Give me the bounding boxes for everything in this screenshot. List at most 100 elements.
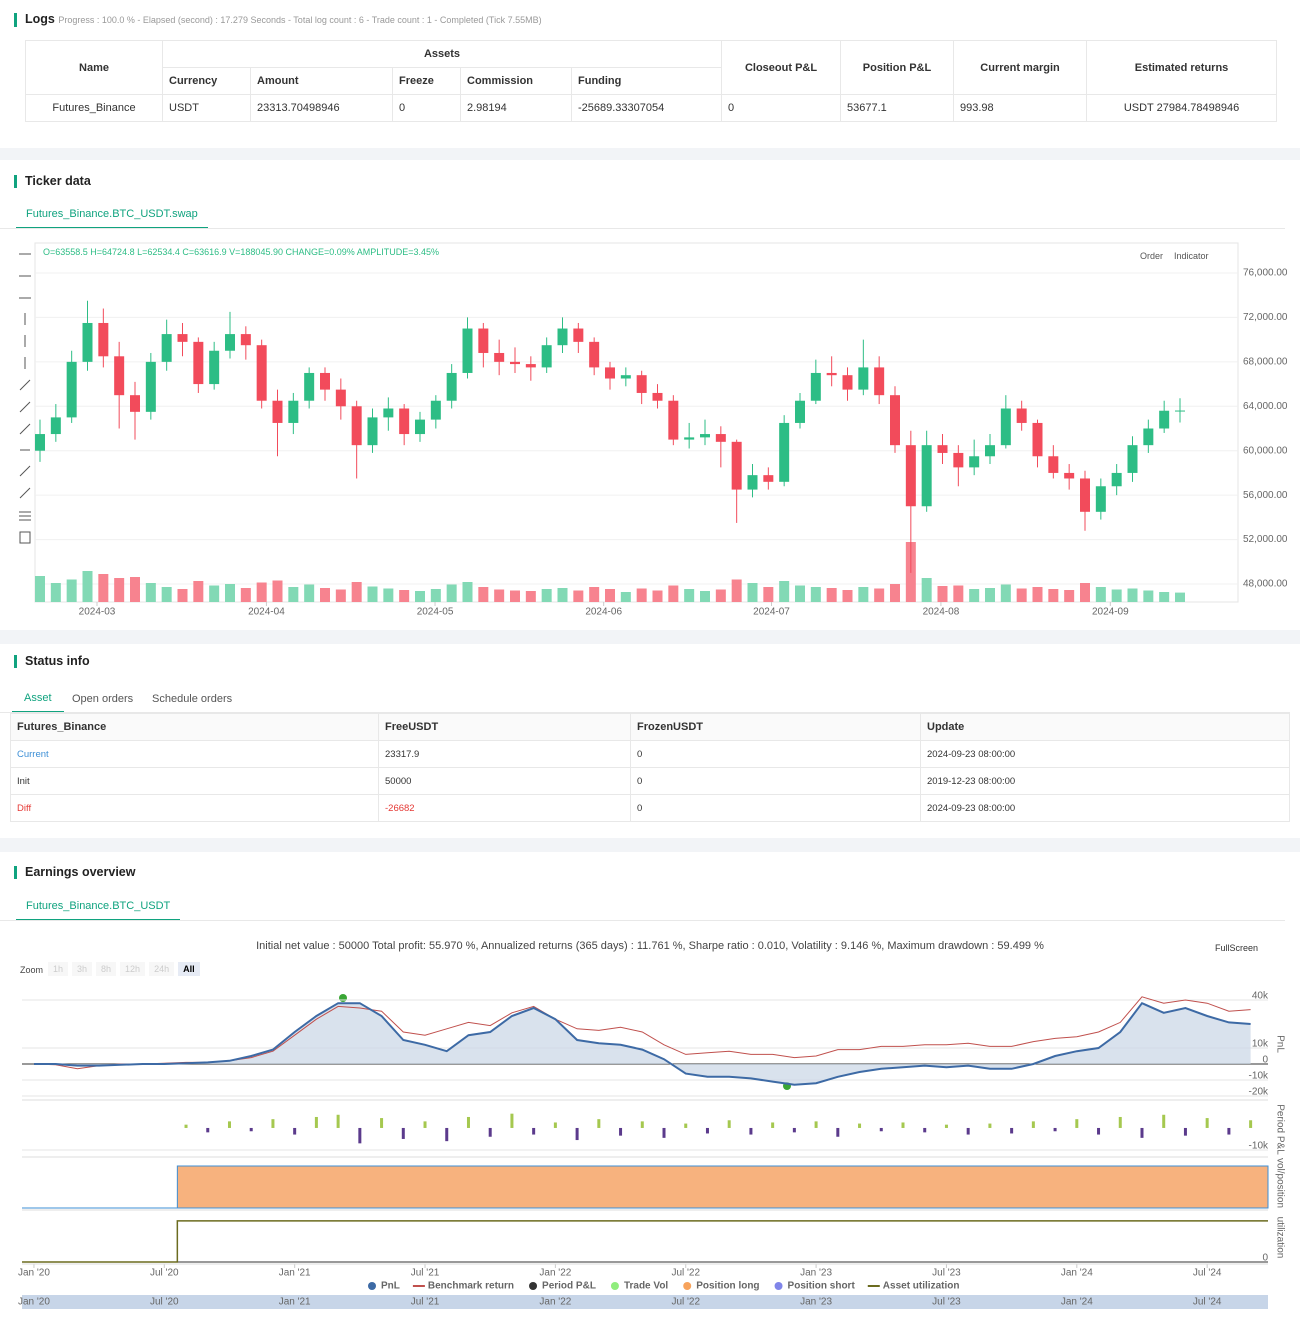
zoom-label: Zoom [20, 965, 44, 975]
period-bar [771, 1122, 775, 1128]
navigator[interactable] [22, 1295, 1268, 1309]
x-tick-label: 2024-08 [923, 607, 960, 618]
section-title: Status info [14, 655, 90, 668]
volume-bar [589, 587, 600, 602]
fullscreen-button[interactable]: FullScreen [1215, 943, 1259, 953]
summary: Initial net value : 50000 Total profit: … [256, 940, 1044, 952]
panel-title: utilization [1274, 1217, 1285, 1259]
candle-body [1143, 428, 1154, 446]
volume-bar [478, 587, 489, 602]
zoom-button[interactable]: 1h [48, 962, 69, 976]
period-bar [466, 1116, 470, 1128]
volume-bar [510, 590, 520, 602]
x-tick-label: Jan '22 [539, 1268, 571, 1279]
volume-bar [145, 583, 156, 602]
legend-label[interactable]: Trade Vol [624, 1281, 668, 1292]
legend-marker [529, 1282, 538, 1290]
tab[interactable]: Futures_Binance.BTC_USDT.swap [16, 200, 208, 229]
panel-title: Period P&L [1274, 1104, 1285, 1155]
volume-bar [573, 590, 584, 602]
legend-label[interactable]: Period P&L [542, 1281, 596, 1292]
period-bar [510, 1113, 514, 1128]
tab[interactable]: Futures_Binance.BTC_USDT [16, 892, 181, 921]
candle-body [225, 334, 235, 351]
zoom-button[interactable]: 24h [149, 962, 175, 976]
candle-body [351, 406, 362, 446]
zoom-button[interactable]: 8h [96, 962, 117, 976]
candle-body [193, 341, 204, 385]
tab[interactable]: Open orders [72, 693, 134, 705]
legend-label[interactable]: Asset utilization [883, 1281, 960, 1292]
period-bar [901, 1122, 905, 1128]
period-bar [662, 1127, 666, 1138]
tab[interactable]: Asset [12, 684, 64, 713]
period-bar [336, 1114, 340, 1128]
order-button[interactable]: Order [1140, 251, 1164, 261]
volume-bar [636, 588, 647, 602]
period-bar [314, 1116, 318, 1128]
period-bar [597, 1119, 601, 1128]
volume-bar [620, 592, 631, 602]
tab[interactable]: Schedule orders [152, 693, 233, 705]
candle-body [1016, 408, 1027, 423]
pnl-area [33, 1003, 1251, 1085]
zoom-button[interactable]: All [178, 962, 200, 976]
volume-bar [731, 579, 742, 602]
navigator-label: Jan '21 [279, 1297, 311, 1308]
period-bar [858, 1123, 862, 1128]
zoom-button[interactable]: 3h [72, 962, 93, 976]
volume-bar [969, 589, 980, 602]
zoom-button[interactable]: 12h [120, 962, 146, 976]
candle-body [256, 345, 267, 401]
candle-body [383, 408, 394, 418]
volume-bar [351, 582, 362, 602]
volume-bar [1127, 588, 1138, 602]
volume-bar [177, 589, 188, 602]
legend-label[interactable]: Benchmark return [428, 1281, 514, 1292]
legend-label[interactable]: Position short [788, 1281, 856, 1292]
candle-body [668, 400, 679, 440]
candle-body [161, 334, 172, 362]
candle-body [1080, 478, 1090, 512]
volume-bar [1032, 587, 1043, 602]
y-tick-label: 76,000.00 [1243, 268, 1288, 279]
title-text: Logs [25, 12, 55, 26]
period-bar [727, 1120, 731, 1128]
x-tick-label: Jul '20 [150, 1268, 179, 1279]
cell: Current [10, 740, 379, 768]
tab-rule [0, 228, 1285, 229]
candle-body [462, 328, 473, 373]
y-tick-label: -20k [1249, 1087, 1269, 1098]
indicator-button[interactable]: Indicator [1174, 251, 1209, 261]
x-tick-label: 2024-06 [585, 607, 622, 618]
candle-body [605, 367, 615, 379]
cell: 53677.1 [840, 94, 955, 122]
cell: 2024-09-23 08:00:00 [920, 794, 1290, 822]
volume-bar [193, 581, 204, 602]
position-area [22, 1165, 1269, 1209]
volume-bar [953, 585, 964, 602]
navigator-label: Jul '21 [411, 1297, 440, 1308]
y-tick-label: 52,000.00 [1243, 534, 1288, 545]
header-cell: Name [25, 40, 163, 95]
period-bar [1075, 1119, 1079, 1128]
navigator-label: Jul '23 [932, 1297, 961, 1308]
candle-body [446, 372, 457, 401]
cell: 993.98 [953, 94, 1088, 122]
legend-label[interactable]: PnL [381, 1281, 400, 1292]
candle-body [98, 322, 109, 357]
legend-label[interactable]: Position long [696, 1281, 759, 1292]
period-bar [271, 1119, 275, 1128]
period-bar [836, 1127, 840, 1137]
candle-body [399, 408, 410, 435]
data-row: Current 23317.9 0 2024-09-23 08:00:00 [10, 740, 1290, 768]
x-tick-label: Jul '24 [1193, 1268, 1222, 1279]
volume-bar [462, 582, 473, 602]
volume-bar [320, 588, 330, 602]
candle-body [620, 375, 631, 379]
drawing-toolbar [19, 253, 31, 544]
candle-body [684, 437, 695, 440]
volume-bar [795, 585, 805, 602]
series-line [33, 1001, 1251, 1086]
header-cell: Estimated returns [1086, 40, 1278, 95]
